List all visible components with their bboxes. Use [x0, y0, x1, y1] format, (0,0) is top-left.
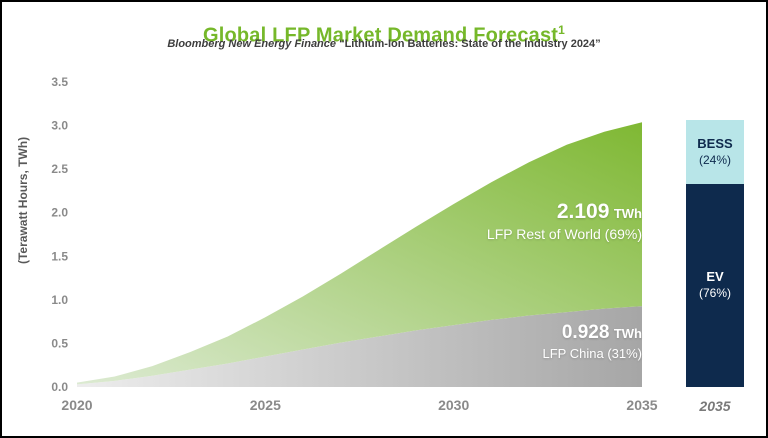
bar-segment-ev: EV (76%) [686, 184, 744, 387]
area-lfp-china [77, 306, 642, 387]
x-tick-label: 2025 [250, 397, 281, 413]
rest-of-world-value-row: 2.109 TWh [487, 200, 642, 224]
area-lfp-rest-of-world [77, 122, 642, 385]
source-name: Bloomberg New Energy Finance [167, 38, 337, 50]
y-tick-label: 0.5 [51, 336, 68, 350]
footnote-marker: 1 [558, 23, 566, 38]
bar-segment-name: BESS [697, 135, 733, 151]
chart-title-text: Global LFP Market Demand Forecast [202, 25, 559, 48]
y-axis-title: (Terawatt Hours, TWh) [16, 136, 30, 264]
rest-of-world-unit: TWh [613, 206, 642, 221]
bar-segment-name: EV [706, 269, 724, 285]
china-unit: TWh [613, 326, 642, 341]
chart-title: Global LFP Market Demand Forecast1 [2, 23, 766, 48]
rest-of-world-value: 2.109 [556, 200, 610, 223]
annotation-rest-of-world: 2.109 TWh LFP Rest of World (69%) [487, 200, 642, 242]
bar-segment-pct: (76%) [698, 286, 731, 301]
chart-subtitle: Bloomberg New Energy Finance “Lithium-Io… [2, 38, 766, 50]
y-tick-label: 0.0 [51, 380, 68, 394]
china-value: 0.928 [561, 322, 610, 343]
y-tick-label: 2.0 [51, 206, 68, 220]
china-label: LFP China (31%) [542, 346, 642, 361]
x-tick-label: 2020 [61, 397, 92, 413]
x-tick-label: 2035 [626, 397, 657, 413]
x-tick-label: 2030 [438, 397, 469, 413]
y-tick-label: 2.5 [51, 162, 68, 176]
bar-year-label: 2035 [699, 398, 731, 414]
y-tick-label: 3.5 [51, 75, 68, 89]
bar-segment-pct: (24%) [698, 152, 731, 167]
y-tick-label: 1.0 [51, 293, 68, 307]
bar-2035: BESS (24%) EV (76%) [686, 120, 744, 387]
bar-segment-bess: BESS (24%) [686, 120, 744, 185]
y-tick-label: 1.5 [51, 249, 68, 263]
source-quote: “Lithium-Ion Batteries: State of the Ind… [339, 38, 601, 50]
china-value-row: 0.928 TWh [543, 322, 642, 344]
y-tick-label: 3.0 [51, 119, 68, 133]
annotation-china: 0.928 TWh LFP China (31%) [543, 322, 642, 361]
rest-of-world-label: LFP Rest of World (69%) [486, 226, 642, 242]
